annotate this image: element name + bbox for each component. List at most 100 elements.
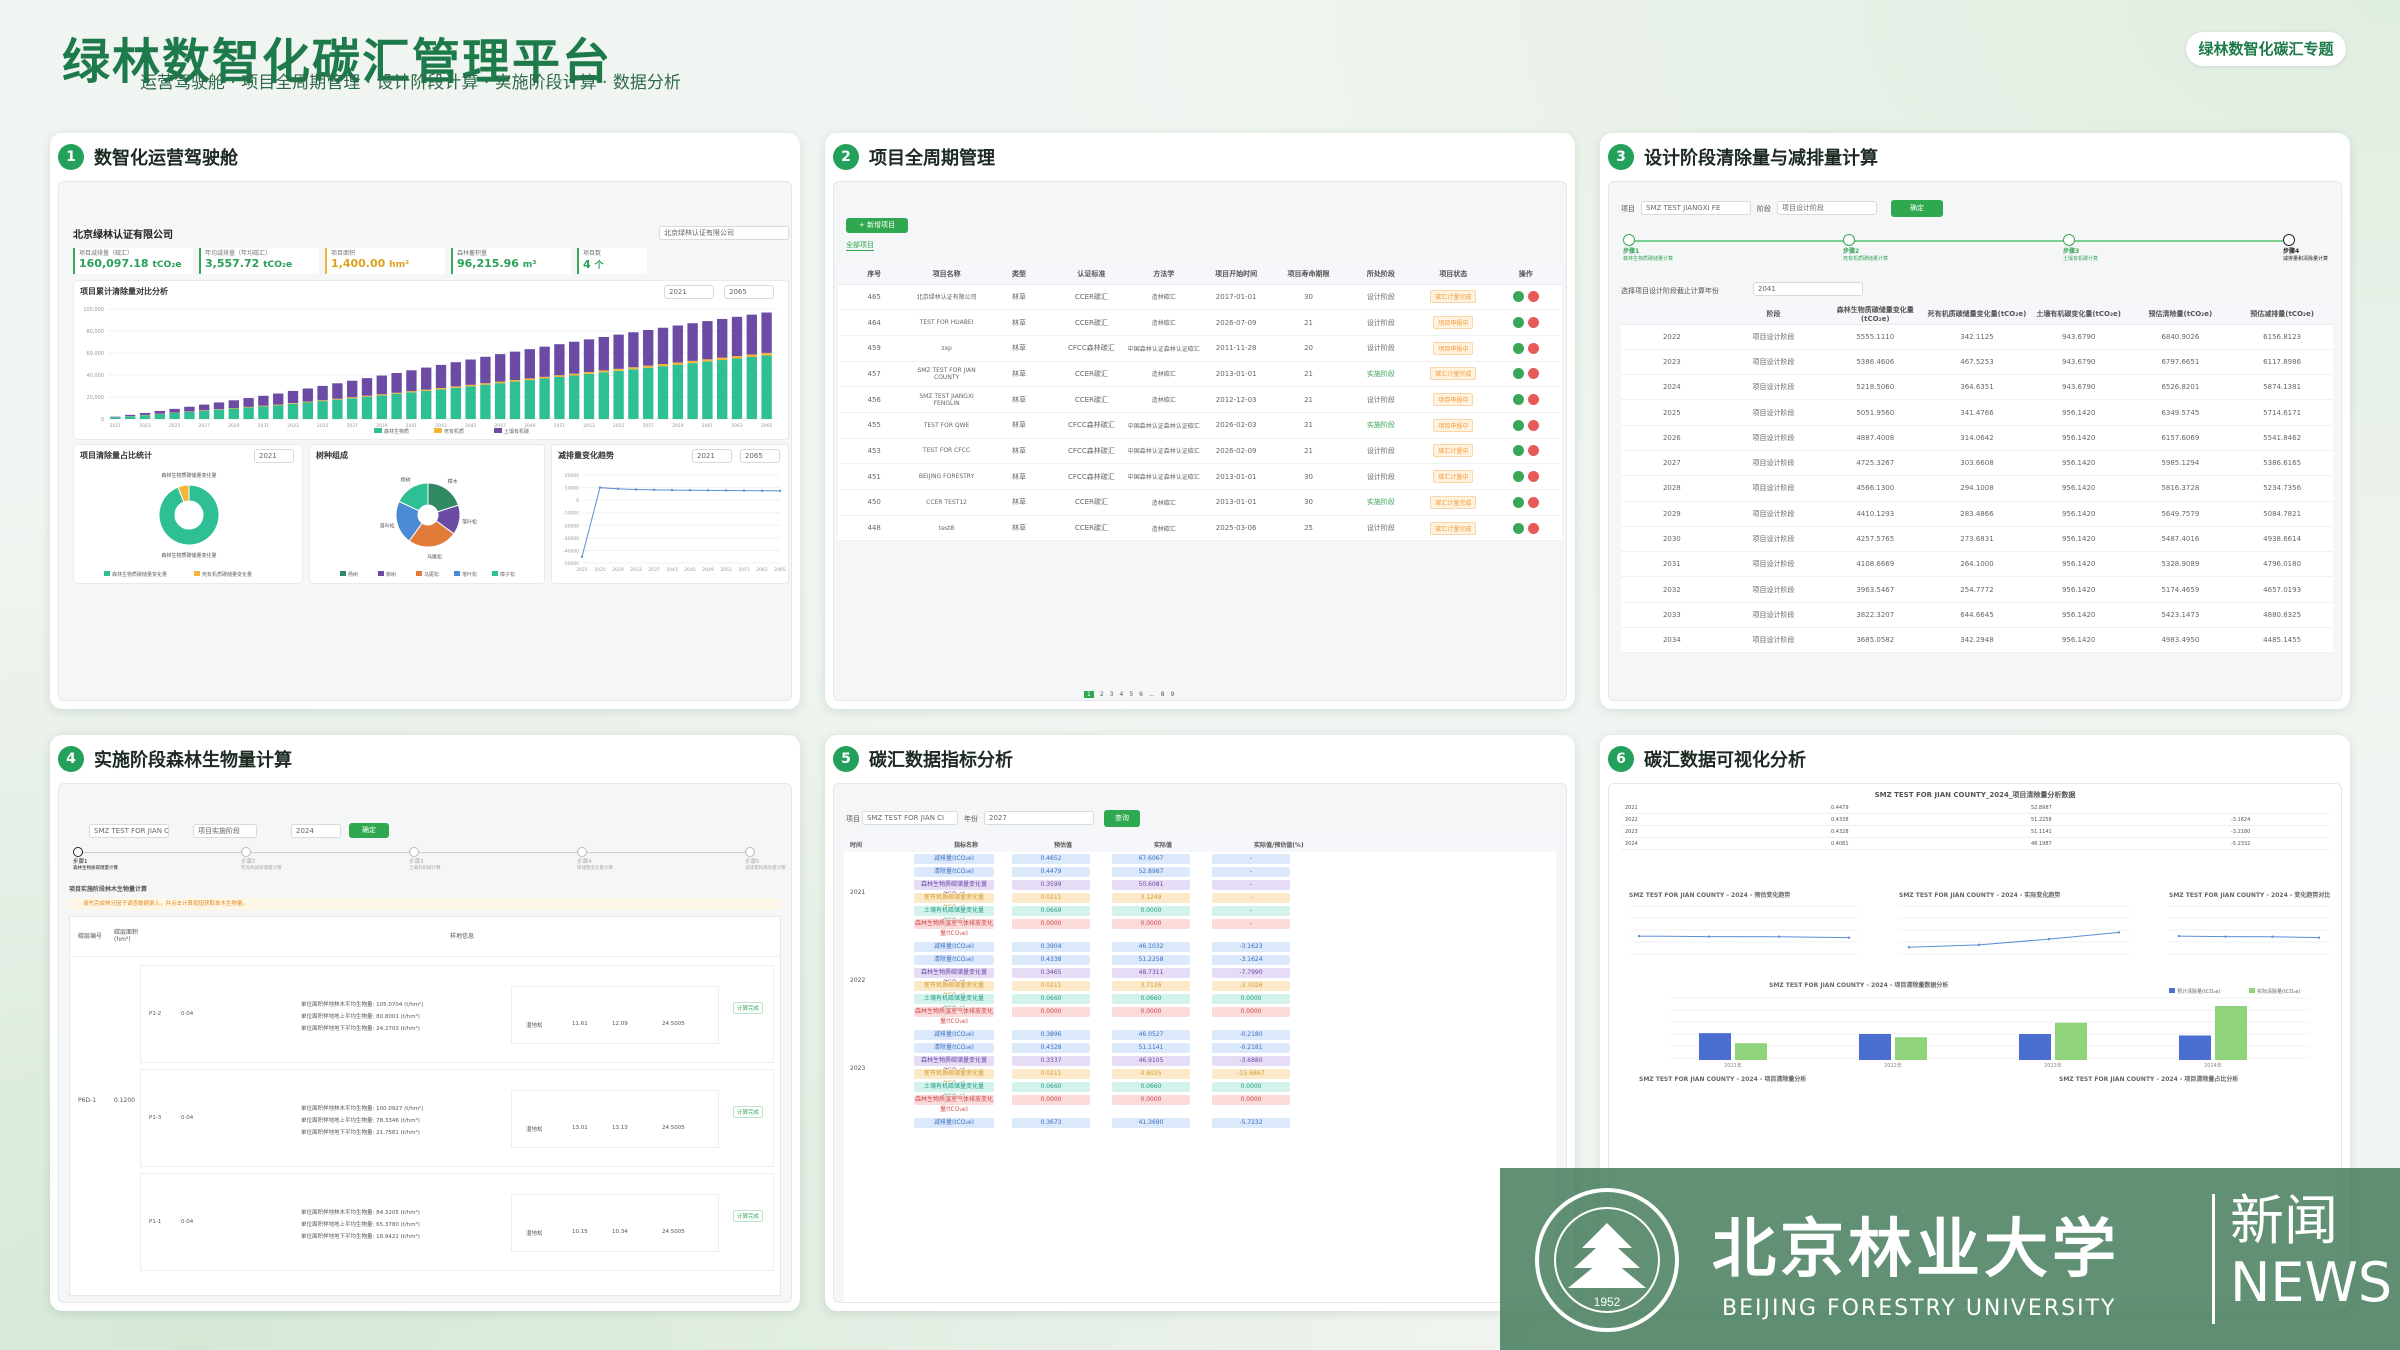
year-select[interactable]: 2024 — [291, 824, 341, 838]
delete-icon[interactable] — [1527, 291, 1539, 303]
table-row[interactable]: 448 test8 林草 CCER碳汇 造林碳汇 2025-03-06 25 设计阶段 碳汇计量… — [838, 515, 1562, 542]
pagination[interactable]: 1 2 3 4 5 6... 8 9 — [1084, 691, 1174, 698]
table-row[interactable]: 453 TEST FOR CFCC 林草 CFCC森林碳汇 中国森林认证森林认证碳汇 20… — [838, 438, 1562, 465]
step-item[interactable]: 步骤3 土壤有机碳计算 — [2063, 234, 2098, 262]
small-trend-charts — [1629, 905, 2329, 955]
stage-select[interactable]: 项目实施阶段 — [193, 824, 257, 838]
tab-all-projects[interactable]: 全部项目 — [846, 241, 874, 251]
edit-icon[interactable] — [1512, 368, 1524, 380]
table-cell: 5985.1294 — [2129, 450, 2232, 477]
metric-name: 森林生物质温室气体排放变化量(tCO₂e) — [914, 1007, 994, 1025]
add-project-button[interactable]: + 新增项目 — [846, 218, 908, 233]
table-cell: CFCC森林碳汇 — [1055, 335, 1128, 362]
company-select[interactable]: 北京绿林认证有限公司 — [659, 226, 789, 240]
page-button[interactable]: ... — [1148, 691, 1155, 698]
metric-value: -3.7026 — [1212, 981, 1290, 991]
topic-tag[interactable]: 绿林数智化碳汇专题 — [2186, 32, 2346, 66]
table-row[interactable]: 457 SMZ TEST FOR JIAN COUNTY 林草 CCER碳汇 造林碳汇 2… — [838, 361, 1562, 388]
project-select[interactable]: SMZ TEST JIANGXI FE — [1641, 201, 1751, 215]
calc-status[interactable]: 计算完成 — [732, 1106, 763, 1118]
page-button[interactable]: 3 — [1109, 691, 1114, 698]
col-header: 项目开始时间 — [1199, 264, 1273, 285]
project-select[interactable]: SMZ TEST FOR JIAN CI — [89, 824, 169, 838]
x-tick-label: 2023年 — [2044, 1062, 2062, 1068]
year-from-select[interactable]: 2021 — [692, 449, 732, 463]
year-select[interactable]: 2027 — [984, 811, 1094, 825]
year-from-select[interactable]: 2021 — [664, 285, 714, 299]
calc-status[interactable]: 计算完成 — [732, 1210, 763, 1222]
step-item[interactable]: 步骤2 死有机质碳储量计算 — [241, 847, 282, 871]
seal-year: 1952 — [1594, 1295, 1621, 1309]
tree-table: 湿地松 13.01 13.13 24.5005 — [511, 1090, 719, 1148]
page-button[interactable]: 8 — [1160, 691, 1165, 698]
confirm-button[interactable]: 确定 — [1891, 200, 1943, 217]
edit-icon[interactable] — [1512, 471, 1524, 483]
table-row[interactable]: 456 SMZ TEST JIANGXI FENGLIN 林草 CCER碳汇 造林碳汇 2… — [838, 386, 1562, 413]
table-row[interactable]: 459 zxp 林草 CFCC森林碳汇 中国森林认证森林认证碳汇 2011-11-28 20… — [838, 335, 1562, 362]
biomass-line: 单位面积样地地下平均生物量: 18.9422 (t/hm²) — [301, 1234, 420, 1240]
page-button[interactable]: 4 — [1119, 691, 1124, 698]
year-select[interactable]: 2021 — [254, 449, 294, 463]
step-item[interactable]: 步骤4 减排量和清除量计算 — [2283, 234, 2328, 262]
step-item[interactable]: 步骤5 减排量和清除量计算 — [745, 847, 786, 871]
tree-tree: 湿地松 — [526, 1127, 543, 1133]
delete-icon[interactable] — [1527, 342, 1539, 354]
bar-segment — [332, 399, 343, 419]
table-cell: CFCC森林碳汇 — [1055, 412, 1128, 439]
page-title: 绿林数智化碳汇管理平台 — [62, 34, 613, 90]
delete-icon[interactable] — [1527, 394, 1539, 406]
edit-icon[interactable] — [1512, 445, 1524, 457]
page-button[interactable]: 6 — [1139, 691, 1143, 698]
table-cell: 4410.1293 — [1824, 501, 1927, 527]
metric-value: 51.1141 — [1112, 1043, 1190, 1053]
edit-icon[interactable] — [1512, 342, 1524, 354]
edit-icon[interactable] — [1512, 291, 1524, 303]
table-row[interactable]: 451 BEIJING FORESTRY 林草 CFCC森林碳汇 中国森林认证森林认证碳… — [838, 463, 1562, 490]
step-item[interactable]: 步骤2 死有机质碳储量计算 — [1843, 234, 1888, 262]
page-button[interactable]: 2 — [1099, 691, 1104, 698]
table-row[interactable]: 464 TEST FOR HUABEI 林草 CCER碳汇 造林碳汇 2026-07-09… — [838, 309, 1562, 336]
table-cell: 2025-03-06 — [1199, 515, 1273, 542]
delete-icon[interactable] — [1527, 496, 1539, 508]
bar-segment — [228, 408, 239, 419]
page-button[interactable]: 9 — [1170, 691, 1175, 698]
delete-icon[interactable] — [1527, 368, 1539, 380]
bar-segment — [731, 356, 743, 359]
year-to-select[interactable]: 2065 — [740, 449, 780, 463]
step-item[interactable]: 步骤1 森林生物质碳储量计算 — [73, 847, 118, 871]
table-row[interactable]: 455 TEST FOR QWE 林草 CFCC森林碳汇 中国森林认证森林认证碳汇 202… — [838, 412, 1562, 439]
calc-status[interactable]: 计算完成 — [732, 1002, 763, 1014]
year-select[interactable]: 2041 — [1753, 282, 1863, 296]
project-select[interactable]: SMZ TEST FOR JIAN CI — [862, 811, 958, 825]
page-button[interactable]: 1 — [1084, 691, 1094, 698]
metric-value: 0.0000 — [1012, 919, 1090, 929]
table-row[interactable]: 465 北京绿林认证有限公司 林草 CCER碳汇 造林碳汇 2017-01-01 30 设计阶… — [838, 284, 1562, 311]
step-item[interactable]: 步骤4 碳储量变化量计算 — [577, 847, 613, 871]
bar-segment — [509, 380, 521, 382]
step-item[interactable]: 步骤1 森林生物质碳储量计算 — [1623, 234, 1673, 262]
table-cell: 451 — [838, 463, 911, 490]
edit-icon[interactable] — [1512, 394, 1524, 406]
step-item[interactable]: 步骤3 土壤有机碳计算 — [409, 847, 441, 871]
delete-icon[interactable] — [1527, 522, 1539, 534]
table-cell: 2024 — [1621, 374, 1723, 401]
stage-select[interactable]: 项目设计阶段 — [1777, 201, 1877, 215]
delete-icon[interactable] — [1527, 445, 1539, 457]
legend-swatch — [340, 571, 346, 576]
edit-icon[interactable] — [1512, 522, 1524, 534]
confirm-button[interactable]: 确定 — [349, 823, 389, 838]
query-button[interactable]: 查询 — [1104, 810, 1140, 827]
year-to-select[interactable]: 2065 — [724, 285, 774, 299]
bar-segment — [302, 388, 313, 402]
table-row[interactable]: 450 CCER TEST12 林草 CCER碳汇 造林碳汇 2013-01-01 30 实施… — [838, 489, 1562, 516]
biomass-line: 单位面积样地地下平均生物量: 21.7581 (t/hm²) — [301, 1130, 420, 1136]
delete-icon[interactable] — [1527, 419, 1539, 431]
delete-icon[interactable] — [1527, 317, 1539, 329]
slice-label: 森林生物质碳储量变化量 — [161, 552, 216, 559]
page-button[interactable]: 5 — [1129, 691, 1134, 698]
edit-icon[interactable] — [1512, 419, 1524, 431]
edit-icon[interactable] — [1512, 496, 1524, 508]
project-list-screenshot: + 新增项目 全部项目 序号 项目名称 类型 认证标准 方法学 项目开始时间 项目寿命期限所… — [833, 181, 1567, 701]
edit-icon[interactable] — [1512, 317, 1524, 329]
delete-icon[interactable] — [1527, 471, 1539, 483]
